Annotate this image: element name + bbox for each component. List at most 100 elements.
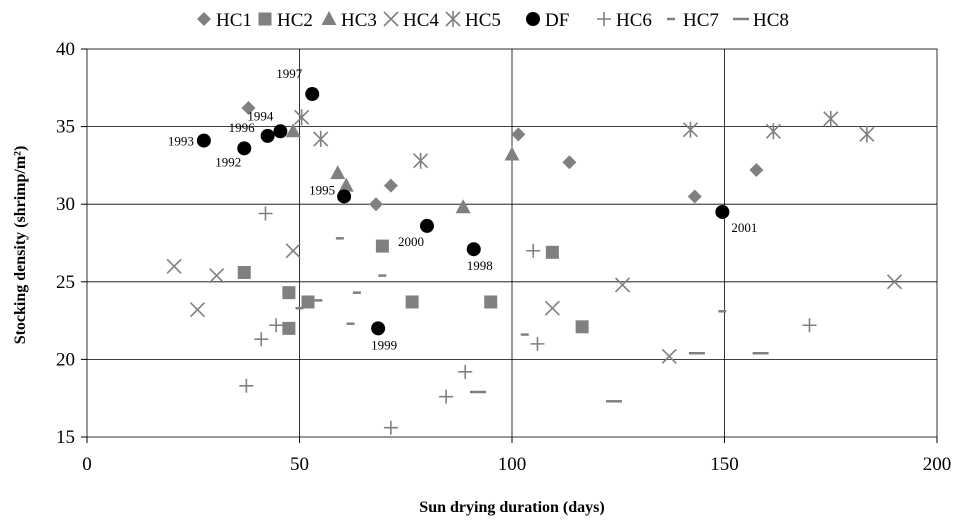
legend-item-hc2: HC2 <box>258 10 313 31</box>
diamond-marker <box>749 163 764 178</box>
star-marker <box>313 131 329 148</box>
point-hc6 <box>254 332 269 347</box>
legend-marker <box>597 12 611 26</box>
point-hc4 <box>209 268 225 284</box>
legend-item-hc4: HC4 <box>383 10 439 31</box>
plus-marker <box>439 389 454 404</box>
x-marker <box>189 302 206 318</box>
x-marker <box>661 348 677 364</box>
point-hc1 <box>369 197 383 212</box>
point-hc1 <box>383 178 398 193</box>
x-tick-label: 0 <box>82 454 92 475</box>
plus-marker <box>383 420 398 435</box>
point-hc6 <box>530 336 545 351</box>
point-df <box>273 124 288 139</box>
data-points <box>166 87 903 435</box>
legend-label: HC8 <box>753 10 789 31</box>
point-hc5 <box>765 123 781 140</box>
x-axis-title: Sun drying duration (days) <box>419 499 604 516</box>
legend-marker <box>445 11 461 27</box>
point-hc4 <box>661 348 677 364</box>
point-hc3 <box>504 146 520 161</box>
legend-marker <box>197 12 211 26</box>
diamond-marker <box>562 155 577 170</box>
point-df <box>237 141 252 156</box>
point-hc6 <box>458 364 473 379</box>
circle-marker <box>466 242 481 257</box>
star-marker <box>445 11 461 27</box>
x-marker <box>886 274 903 290</box>
triangle-marker <box>321 11 337 25</box>
legend-marker <box>321 11 337 25</box>
diamond-marker <box>511 127 526 142</box>
point-label: 2001 <box>731 220 757 235</box>
point-label: 1997 <box>276 66 303 81</box>
x-tick-label: 200 <box>923 454 952 475</box>
point-label: 1999 <box>371 337 397 352</box>
point-label: 1994 <box>247 108 274 123</box>
point-hc6 <box>239 378 254 393</box>
triangle-marker <box>338 177 354 192</box>
star-marker <box>859 126 875 143</box>
y-axis-title: Stocking density (shrimp/m²) <box>12 146 29 345</box>
point-hc3 <box>330 165 346 180</box>
legend-item-hc7: HC7 <box>667 10 719 31</box>
point-hc4 <box>166 258 182 274</box>
point-label: 1993 <box>168 134 194 149</box>
legend-item-df: DF <box>526 10 569 31</box>
x-tick-label: 50 <box>290 454 309 475</box>
y-tick-label: 20 <box>56 349 75 370</box>
x-marker <box>166 258 182 274</box>
square-marker <box>237 265 251 279</box>
legend-label: HC3 <box>341 10 377 31</box>
plus-marker <box>597 12 611 26</box>
legend-item-hc1: HC1 <box>197 10 252 31</box>
legend-item-hc8: HC8 <box>733 10 789 31</box>
circle-marker <box>715 204 730 219</box>
square-marker <box>375 239 389 253</box>
circle-marker <box>337 189 352 204</box>
triangle-marker <box>504 146 520 161</box>
star-marker <box>413 152 429 169</box>
legend: HC1 HC2 HC3 HC4 HC5 DF HC6 HC7 HC8 <box>197 10 789 31</box>
point-hc2 <box>282 321 296 335</box>
circle-marker <box>420 218 434 233</box>
square-marker <box>405 295 419 309</box>
legend-label: DF <box>545 10 569 31</box>
point-hc3 <box>338 177 354 192</box>
plus-marker <box>258 206 273 221</box>
point-hc1 <box>749 163 764 178</box>
point-hc2 <box>375 239 389 253</box>
point-df <box>371 321 386 336</box>
point-label: 1998 <box>467 258 493 273</box>
x-tick-label: 150 <box>710 454 739 475</box>
point-df <box>260 128 275 143</box>
plus-marker <box>254 332 269 347</box>
point-hc5 <box>682 121 699 138</box>
plus-marker <box>802 318 817 333</box>
y-tick-label: 40 <box>56 39 75 60</box>
point-hc2 <box>484 295 498 309</box>
diamond-marker <box>197 12 211 26</box>
circle-marker <box>260 128 275 143</box>
point-df <box>466 242 481 257</box>
square-marker <box>258 12 272 26</box>
point-hc4 <box>886 274 903 290</box>
point-hc6 <box>269 318 284 333</box>
legend-marker <box>383 11 399 27</box>
point-hc4 <box>285 243 301 259</box>
point-label: 1996 <box>229 120 256 135</box>
point-hc6 <box>258 206 273 221</box>
point-hc4 <box>544 300 560 316</box>
grid-lines <box>87 49 937 437</box>
x-tick-label: 100 <box>498 454 527 475</box>
point-hc5 <box>313 131 329 148</box>
y-tick-label: 30 <box>56 194 75 215</box>
x-marker <box>209 268 225 284</box>
legend-label: HC7 <box>683 10 719 31</box>
square-marker <box>545 245 559 259</box>
tick-labels: 0 50 100 150 200 15 20 25 30 35 40 <box>56 39 951 475</box>
point-hc1 <box>511 127 526 142</box>
